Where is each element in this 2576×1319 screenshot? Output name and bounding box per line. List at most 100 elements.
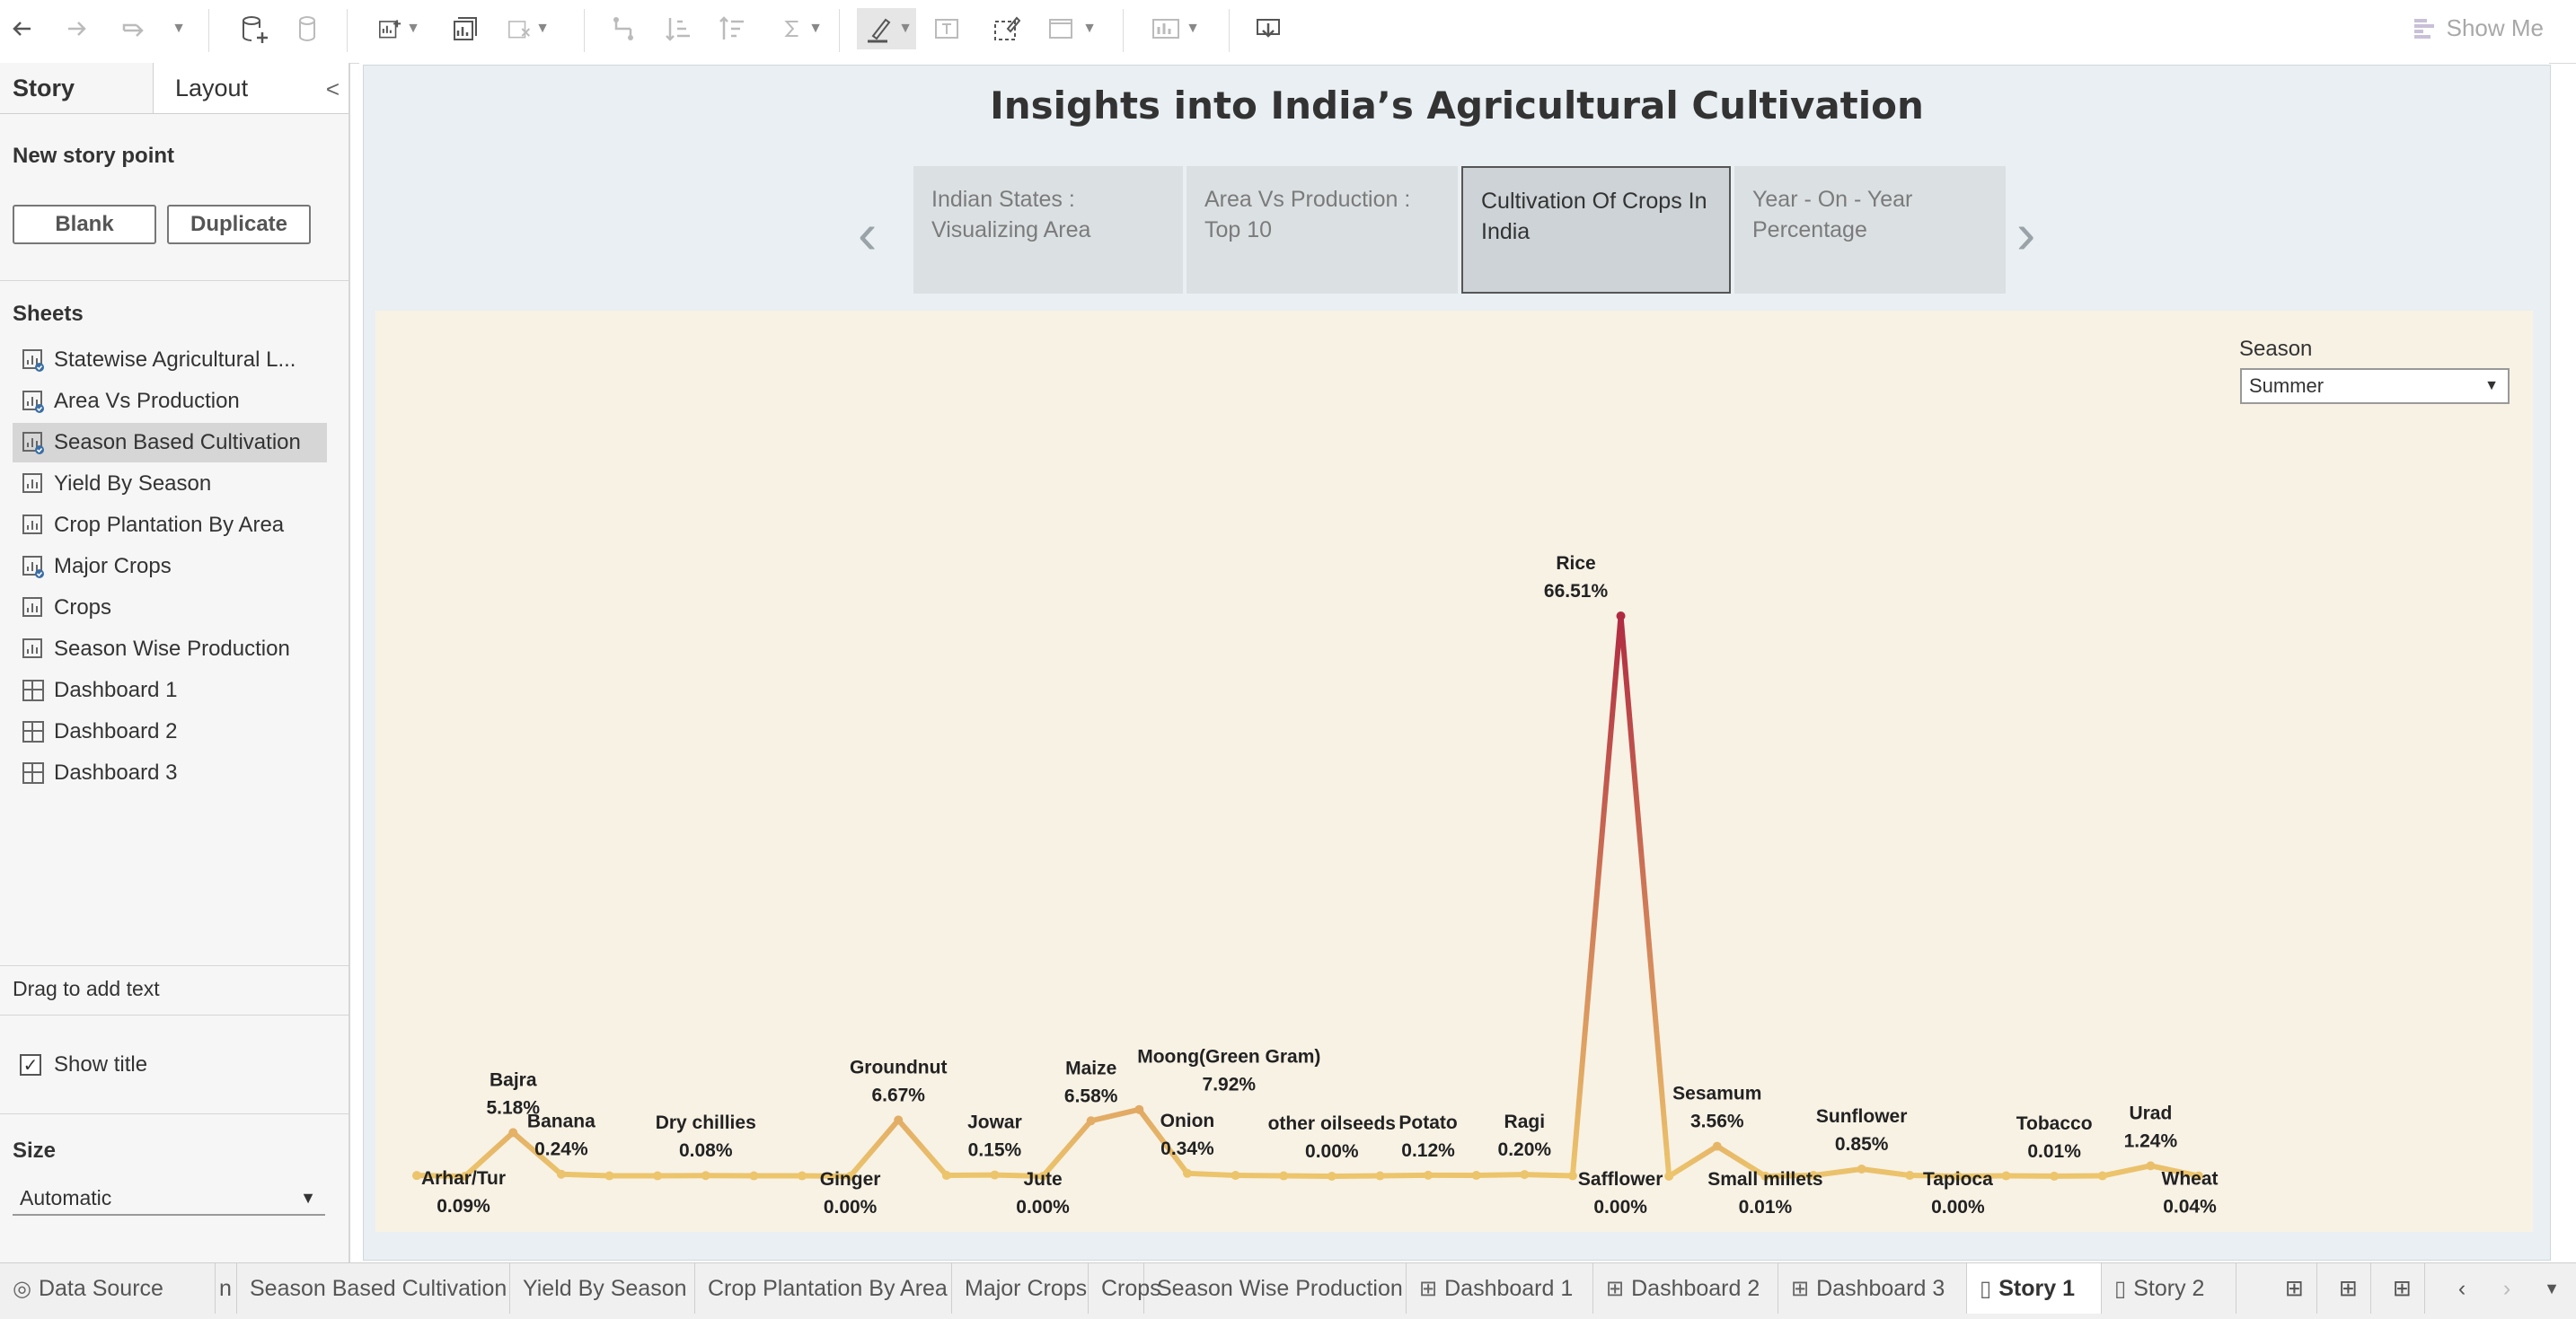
sort-descending-icon[interactable] [715, 11, 751, 47]
redo-icon[interactable] [59, 11, 95, 47]
show-title-checkbox[interactable]: ✓ Show title [20, 1052, 147, 1077]
story-point-4[interactable]: Year - On - Year Percentage [1734, 166, 2006, 294]
sheet-tab[interactable]: Season Based Cultivation [237, 1263, 510, 1314]
data-point[interactable] [2002, 1172, 2011, 1181]
data-point[interactable] [1472, 1171, 1481, 1180]
sheet-tab[interactable]: Crop Plantation By Area [695, 1263, 952, 1314]
presentation-icon[interactable]: ▼ [1144, 11, 1204, 47]
replay-dropdown-icon[interactable]: ▼ [169, 11, 187, 47]
clear-sheet-icon[interactable]: ▼ [505, 11, 550, 47]
data-point[interactable] [1664, 1172, 1673, 1181]
sheet-tab[interactable]: Major Crops [952, 1263, 1089, 1314]
sheet-item[interactable]: Dashboard 1 [13, 671, 327, 710]
data-point[interactable] [798, 1172, 807, 1181]
tab-layout[interactable]: Layout [153, 63, 348, 113]
data-point[interactable] [1279, 1172, 1288, 1181]
data-point[interactable] [604, 1172, 613, 1181]
sheet-item[interactable]: Dashboard 2 [13, 712, 327, 752]
collapse-pane-icon[interactable]: < [326, 75, 340, 103]
data-point[interactable] [1617, 611, 1626, 620]
next-story-point-icon[interactable]: › [2016, 200, 2035, 267]
data-point[interactable] [942, 1171, 951, 1180]
sheet-tab[interactable]: n [216, 1263, 237, 1314]
tab-story[interactable]: Story [0, 63, 153, 113]
highlight-icon[interactable]: ▼ [857, 8, 916, 49]
sheet-tab[interactable]: ⊞Dashboard 2 [1593, 1263, 1778, 1314]
sheet-item[interactable]: Major Crops [13, 547, 327, 586]
data-source-tab[interactable]: ◎ Data Source [0, 1263, 216, 1314]
checkmark-icon: ✓ [20, 1054, 41, 1076]
annotate-icon[interactable] [988, 11, 1024, 47]
new-dashboard-tab-icon[interactable]: ⊞ [2326, 1263, 2371, 1314]
new-worksheet-tab-icon[interactable]: ⊞ [2272, 1263, 2317, 1314]
season-filter-dropdown[interactable]: Summer ▼ [2240, 368, 2510, 404]
data-point[interactable] [749, 1172, 758, 1181]
sheet-item[interactable]: Statewise Agricultural L... [13, 340, 327, 380]
undo-icon[interactable] [5, 11, 41, 47]
data-point[interactable] [1424, 1171, 1433, 1180]
previous-story-point-icon[interactable]: ‹ [858, 200, 877, 267]
fit-icon[interactable]: ▼ [1044, 11, 1098, 47]
show-me-button[interactable]: Show Me [2411, 14, 2544, 42]
blank-button[interactable]: Blank [13, 205, 156, 244]
sheet-tab[interactable]: Yield By Season [510, 1263, 695, 1314]
duplicate-button[interactable]: Duplicate [167, 205, 311, 244]
sheet-item[interactable]: Crops [13, 588, 327, 628]
data-point[interactable] [1713, 1142, 1722, 1151]
data-point[interactable] [1857, 1165, 1866, 1174]
data-point[interactable] [2050, 1172, 2059, 1181]
new-data-source-icon[interactable] [235, 11, 271, 47]
data-point[interactable] [557, 1170, 566, 1179]
labels-icon[interactable] [929, 11, 965, 47]
scroll-right-icon[interactable]: › [2484, 1263, 2529, 1314]
sheet-item[interactable]: Season Wise Production [13, 629, 327, 669]
sheet-tab[interactable]: ▯Story 2 [2102, 1263, 2236, 1314]
data-point[interactable] [1087, 1116, 1096, 1125]
data-point[interactable] [508, 1128, 517, 1137]
data-point[interactable] [1375, 1172, 1384, 1181]
chevron-down-icon: ▼ [300, 1180, 316, 1216]
data-point[interactable] [990, 1171, 999, 1180]
data-point[interactable] [1328, 1172, 1337, 1181]
sheet-tab-label: Dashboard 1 [1444, 1276, 1573, 1302]
data-point[interactable] [1134, 1105, 1143, 1114]
size-dropdown[interactable]: Automatic ▼ [13, 1180, 325, 1216]
story-point-1[interactable]: Indian States : Visualizing Area [913, 166, 1183, 294]
sheet-tab[interactable]: ⊞Dashboard 3 [1778, 1263, 1967, 1314]
story-point-3[interactable]: Cultivation Of Crops In India [1461, 166, 1731, 294]
data-point[interactable] [1568, 1172, 1577, 1181]
replay-icon[interactable] [115, 11, 151, 47]
sheet-item[interactable]: Area Vs Production [13, 382, 327, 421]
sheet-item[interactable]: Yield By Season [13, 464, 327, 504]
tab-menu-icon[interactable]: ▼ [2529, 1263, 2574, 1314]
sheet-item[interactable]: Season Based Cultivation [13, 423, 327, 462]
data-point[interactable] [2098, 1172, 2107, 1181]
pause-data-icon[interactable] [291, 11, 327, 47]
toolbar-divider [208, 9, 209, 52]
scroll-left-icon[interactable]: ‹ [2439, 1263, 2484, 1314]
totals-icon[interactable]: ▼ [778, 11, 823, 47]
sheet-tab[interactable]: Crops [1089, 1263, 1144, 1314]
data-point[interactable] [894, 1115, 903, 1124]
data-point[interactable] [2146, 1161, 2155, 1170]
data-point[interactable] [412, 1171, 421, 1180]
story-point-2[interactable]: Area Vs Production : Top 10 [1187, 166, 1458, 294]
sort-ascending-icon[interactable] [661, 11, 697, 47]
sheet-tab[interactable]: ⊞Dashboard 1 [1407, 1263, 1593, 1314]
data-point[interactable] [1231, 1171, 1240, 1180]
sheet-tab[interactable]: Season Wise Production [1144, 1263, 1407, 1314]
data-point[interactable] [653, 1172, 662, 1181]
data-point[interactable] [1905, 1171, 1914, 1180]
sheet-tab[interactable]: ▯Story 1 [1967, 1263, 2102, 1314]
data-point[interactable] [701, 1171, 710, 1180]
new-story-tab-icon[interactable]: ⊞ [2380, 1263, 2425, 1314]
new-worksheet-icon[interactable]: ▼ [375, 11, 420, 47]
data-point[interactable] [1520, 1170, 1529, 1179]
data-point[interactable] [1183, 1169, 1192, 1178]
share-download-icon[interactable] [1250, 11, 1286, 47]
duplicate-sheet-icon[interactable] [446, 11, 481, 47]
swap-rows-columns-icon[interactable] [607, 11, 643, 47]
drag-to-add-text[interactable]: Drag to add text [13, 977, 160, 1001]
sheet-item[interactable]: Crop Plantation By Area [13, 506, 327, 545]
sheet-item[interactable]: Dashboard 3 [13, 753, 327, 793]
